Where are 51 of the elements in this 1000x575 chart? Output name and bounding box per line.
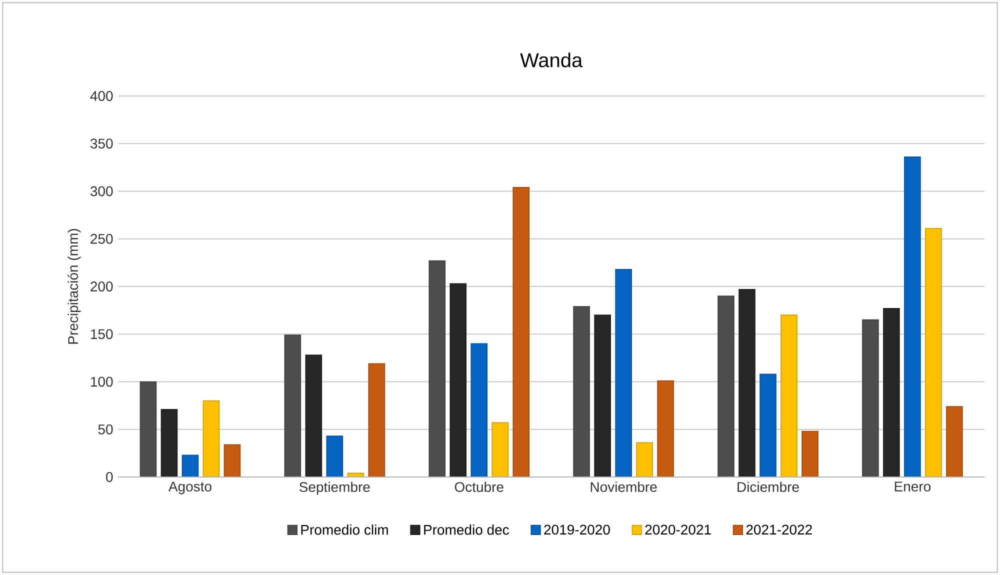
y-tick-label: 300 (90, 186, 113, 196)
bar (140, 381, 157, 478)
y-tick-label: 250 (90, 234, 113, 244)
x-tick-label: Enero (894, 482, 931, 492)
bar (615, 268, 632, 478)
bar (160, 408, 178, 478)
x-tick-label: Septiembre (300, 482, 370, 495)
legend-label: Promedio clim (301, 524, 388, 535)
bar (946, 406, 963, 478)
bar (925, 228, 942, 478)
bar (760, 374, 776, 478)
legend-label: 2019-2020 (544, 524, 610, 535)
bar (512, 187, 530, 478)
y-tick-label: 50 (98, 424, 113, 434)
bar (780, 314, 798, 478)
bar (862, 319, 879, 478)
bar (657, 380, 674, 478)
bar (718, 296, 734, 478)
legend-label: Promedio dec (424, 524, 509, 535)
bar (738, 288, 756, 478)
bar (224, 444, 241, 478)
x-tick-label: Diciembre (738, 482, 799, 492)
bar (492, 422, 509, 478)
y-tick-label: 350 (90, 138, 113, 149)
bar (802, 430, 818, 478)
x-tick-label: Octubre (454, 482, 504, 492)
legend-label: 2020-2021 (645, 524, 711, 535)
bar (368, 363, 386, 478)
y-tick-label: 0 (106, 472, 113, 482)
bar (904, 156, 921, 478)
bar (450, 283, 467, 478)
y-tick-label: 400 (90, 91, 113, 101)
y-tick-label: 150 (91, 329, 113, 340)
bar (883, 308, 900, 478)
bar (636, 442, 653, 478)
bar (305, 354, 322, 478)
legend-label: 2021-2022 (746, 524, 812, 535)
chart-title: Wanda (520, 52, 583, 68)
bar (470, 343, 488, 478)
bar (594, 314, 611, 478)
bar (182, 454, 199, 478)
bar (284, 334, 302, 478)
y-tick-label: 200 (90, 282, 113, 292)
x-tick-label: Noviembre (590, 482, 657, 492)
y-axis-title: Precipitación (mm) (68, 229, 81, 344)
bar (326, 436, 344, 478)
bar (428, 260, 446, 478)
y-tick-label: 100 (91, 376, 113, 387)
bar (573, 306, 590, 478)
x-tick-label: Agosto (168, 482, 212, 494)
bar (202, 400, 220, 478)
